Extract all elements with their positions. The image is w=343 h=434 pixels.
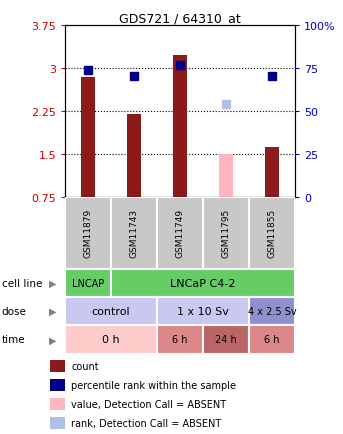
Bar (249, 297, 295, 326)
Text: control: control (92, 306, 130, 316)
Bar (157, 326, 203, 354)
Text: value, Detection Call = ABSENT: value, Detection Call = ABSENT (71, 399, 227, 409)
Bar (173, 56, 187, 197)
Text: percentile rank within the sample: percentile rank within the sample (71, 380, 236, 390)
Bar (65, 297, 157, 326)
Bar (65, 269, 111, 297)
Text: dose: dose (2, 306, 27, 316)
Text: GSM11743: GSM11743 (130, 209, 139, 258)
Text: ▶: ▶ (49, 335, 57, 345)
Bar (203, 197, 249, 269)
Text: GSM11749: GSM11749 (176, 209, 185, 258)
Text: 24 h: 24 h (215, 335, 237, 345)
Text: time: time (2, 335, 25, 345)
Text: count: count (71, 361, 99, 371)
Bar (157, 297, 249, 326)
Text: LNCAP: LNCAP (72, 278, 104, 288)
Bar (157, 197, 203, 269)
Text: LNCaP C4-2: LNCaP C4-2 (170, 278, 236, 288)
Text: 4 x 2.5 Sv: 4 x 2.5 Sv (248, 306, 296, 316)
Text: ▶: ▶ (49, 306, 57, 316)
Bar (219, 155, 233, 197)
Text: rank, Detection Call = ABSENT: rank, Detection Call = ABSENT (71, 418, 222, 427)
Bar (65, 326, 157, 354)
Bar (65, 197, 111, 269)
Bar (203, 326, 249, 354)
Bar (249, 197, 295, 269)
Text: 6 h: 6 h (264, 335, 280, 345)
Bar (249, 326, 295, 354)
Bar (50, 417, 65, 429)
Text: ▶: ▶ (49, 278, 57, 288)
Text: GSM11879: GSM11879 (84, 209, 93, 258)
Bar (111, 269, 295, 297)
Text: GSM11795: GSM11795 (222, 209, 230, 258)
Bar (111, 197, 157, 269)
Bar (81, 77, 95, 197)
Text: GSM11855: GSM11855 (268, 209, 276, 258)
Bar (50, 398, 65, 410)
Text: cell line: cell line (2, 278, 42, 288)
Bar (50, 378, 65, 391)
Bar (127, 115, 141, 197)
Bar (265, 148, 279, 197)
Text: 0 h: 0 h (102, 335, 120, 345)
Text: 1 x 10 Sv: 1 x 10 Sv (177, 306, 229, 316)
Title: GDS721 / 64310_at: GDS721 / 64310_at (119, 12, 241, 25)
Text: 6 h: 6 h (172, 335, 188, 345)
Bar (50, 360, 65, 372)
